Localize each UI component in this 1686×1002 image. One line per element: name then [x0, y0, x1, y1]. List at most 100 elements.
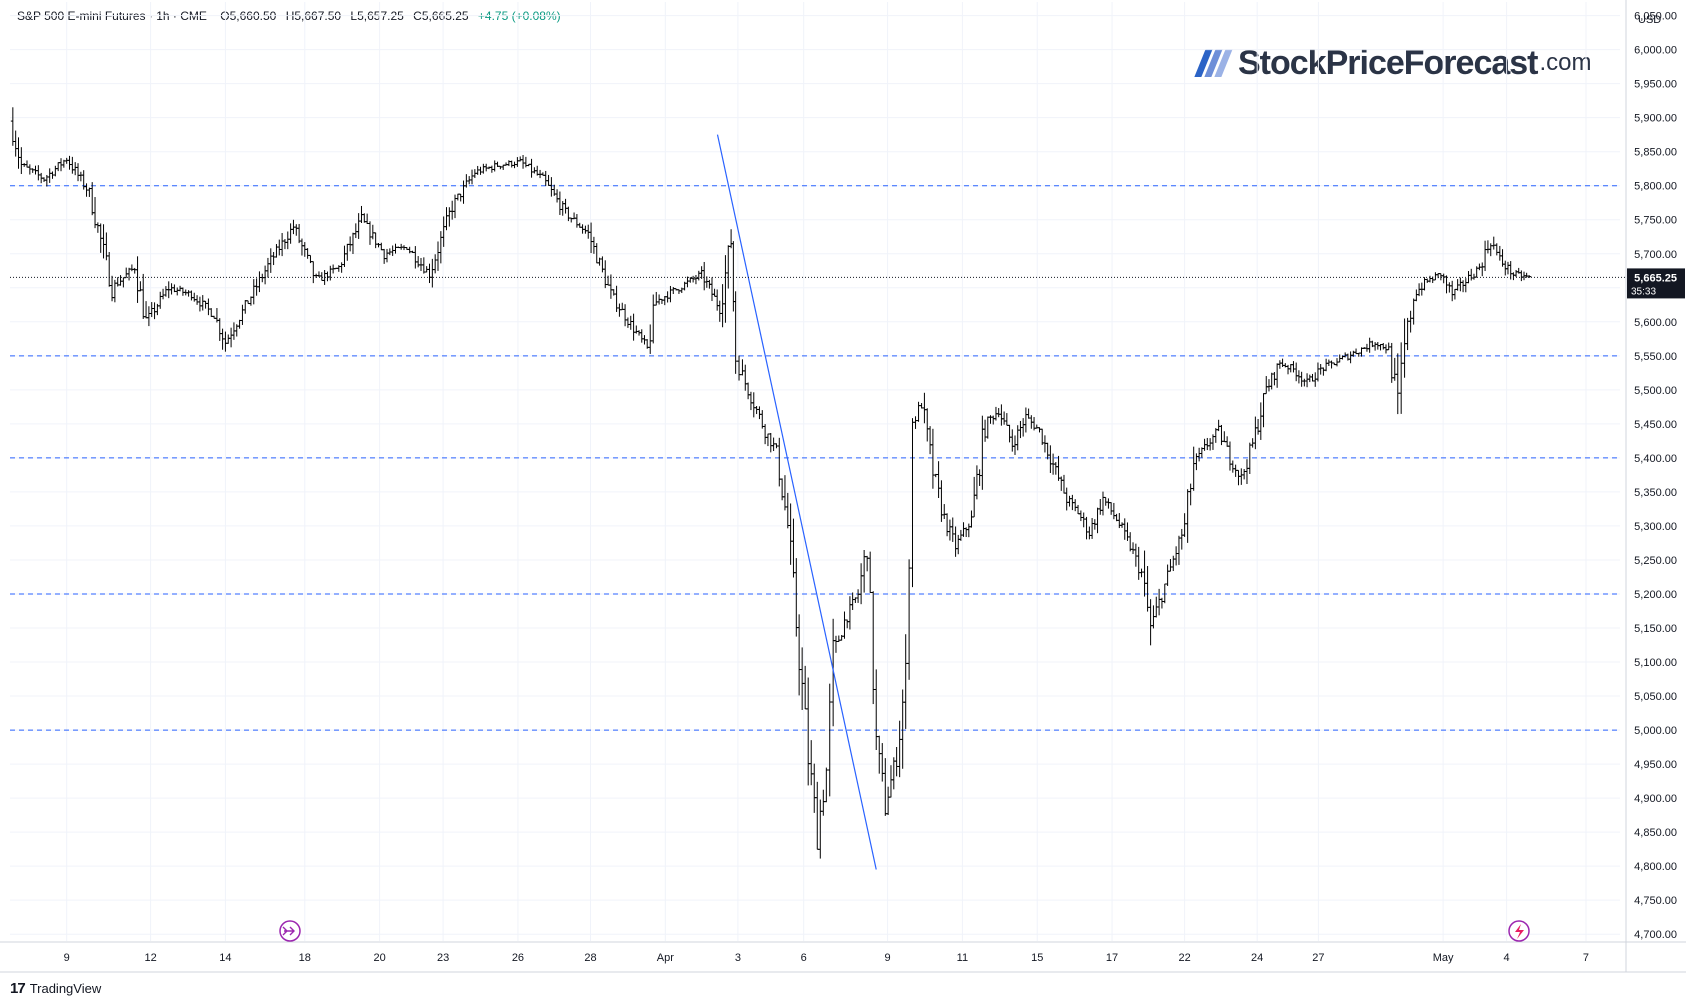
candle: [945, 513, 950, 537]
candle: [746, 382, 751, 400]
candle: [726, 245, 731, 289]
candle: [788, 503, 793, 565]
candle: [1213, 428, 1218, 443]
candle: [566, 206, 571, 222]
candle: [950, 517, 955, 542]
candle: [73, 162, 78, 176]
candle: [25, 160, 30, 168]
candle: [1329, 360, 1334, 369]
candle: [203, 300, 208, 309]
candle: [1053, 462, 1058, 475]
candle: [70, 156, 75, 174]
candle: [1483, 240, 1488, 272]
candle: [277, 239, 282, 256]
x-tick-label: 6: [801, 952, 807, 964]
candle: [586, 224, 591, 239]
candle: [1087, 526, 1092, 540]
y-tick-label: 5,050.00: [1634, 691, 1677, 703]
candle: [1194, 453, 1199, 471]
candle: [847, 596, 852, 630]
candle: [1007, 424, 1012, 443]
candle: [709, 277, 714, 302]
y-tick-label: 5,450.00: [1634, 419, 1677, 431]
candle: [135, 256, 140, 303]
candle: [821, 789, 826, 816]
candle: [939, 480, 944, 522]
candle: [824, 767, 829, 803]
candle: [1148, 599, 1153, 646]
trendline[interactable]: [716, 134, 877, 870]
candle: [925, 408, 930, 442]
candle: [251, 279, 256, 305]
candle: [555, 189, 560, 203]
candle: [1095, 507, 1100, 534]
candle: [515, 157, 520, 167]
x-tick-label: 18: [299, 952, 311, 964]
candle: [1427, 275, 1432, 283]
candle: [1185, 489, 1190, 543]
candle: [818, 799, 823, 859]
chart-icons[interactable]: [279, 920, 1530, 942]
candle: [416, 256, 421, 268]
candle: [953, 526, 958, 557]
candle: [1318, 363, 1323, 375]
candle: [1084, 516, 1089, 540]
candle: [1188, 483, 1193, 506]
candle: [888, 765, 893, 798]
candle: [794, 558, 799, 637]
candle: [1450, 280, 1455, 302]
y-tick-label: 5,700.00: [1634, 249, 1677, 261]
candle: [393, 243, 398, 254]
candle: [625, 317, 630, 328]
candle: [455, 193, 460, 201]
candle: [118, 275, 123, 286]
x-tick-label: 9: [885, 952, 891, 964]
candle: [484, 163, 489, 172]
candle: [1100, 491, 1105, 516]
y-tick-label: 5,100.00: [1634, 657, 1677, 669]
x-tick-label: 4: [1504, 952, 1510, 964]
tradingview-logo[interactable]: 17 TradingView: [10, 980, 101, 997]
candle: [299, 238, 304, 256]
x-tick-label: 27: [1312, 952, 1324, 964]
candle: [248, 296, 253, 306]
candle: [458, 193, 463, 202]
candle: [591, 236, 596, 254]
candle: [1491, 236, 1496, 250]
x-tick-label: 7: [1583, 952, 1589, 964]
candle: [268, 248, 273, 273]
candle: [282, 239, 287, 250]
candle: [1176, 535, 1181, 565]
candle: [141, 273, 146, 319]
candle: [1048, 445, 1053, 474]
candle: [693, 274, 698, 285]
candle: [1056, 455, 1061, 481]
candle: [1414, 289, 1419, 302]
candle: [676, 289, 681, 294]
candle: [1081, 512, 1086, 528]
candle: [169, 283, 174, 295]
candle: [450, 200, 455, 220]
candle: [16, 137, 21, 169]
candle: [257, 271, 262, 293]
candle: [1131, 542, 1136, 555]
candle: [226, 334, 231, 344]
candle: [715, 289, 720, 311]
candle: [1405, 317, 1410, 351]
candle: [768, 432, 773, 453]
candle: [223, 331, 228, 352]
x-tick-label: May: [1433, 952, 1454, 964]
candle: [1364, 343, 1369, 352]
time-axis[interactable]: 9 12 14 18 20 23 26 28 Apr 3 6 9 11 15 17 22 24 27 May 4 7: [64, 952, 1589, 964]
candle: [668, 285, 673, 303]
candle: [812, 763, 817, 813]
candle: [574, 214, 579, 228]
candle: [1067, 495, 1072, 507]
last-price-badge: [1627, 268, 1685, 299]
y-tick-label: 5,150.00: [1634, 623, 1677, 635]
candle: [1261, 393, 1266, 428]
candle: [922, 392, 927, 424]
candle: [47, 168, 52, 183]
